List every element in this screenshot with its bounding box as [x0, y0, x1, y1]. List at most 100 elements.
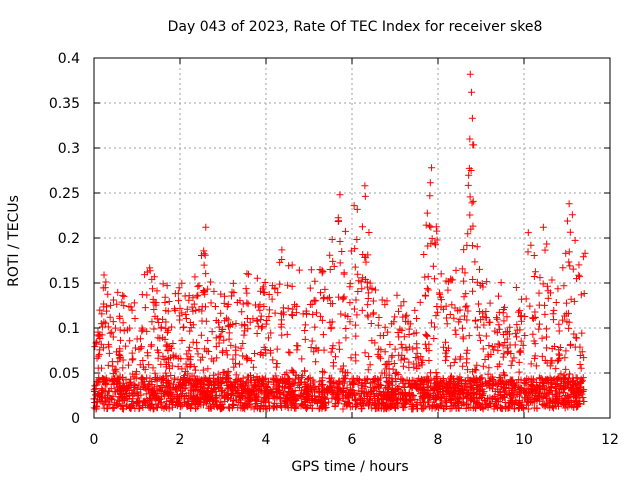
data-point — [563, 217, 571, 225]
data-point — [311, 323, 319, 331]
data-point — [114, 358, 122, 366]
data-point — [377, 354, 385, 362]
data-point — [194, 393, 202, 401]
data-point — [485, 364, 493, 372]
data-point — [456, 373, 464, 381]
data-point — [486, 299, 494, 307]
data-point — [364, 251, 372, 259]
data-point — [294, 374, 302, 382]
data-point — [171, 307, 179, 315]
data-point — [215, 323, 223, 331]
data-point — [133, 392, 141, 400]
data-point — [577, 364, 585, 372]
data-point — [442, 338, 450, 346]
data-point — [285, 262, 293, 270]
data-point — [281, 402, 289, 410]
data-point — [305, 392, 313, 400]
data-point — [320, 346, 328, 354]
data-point — [467, 396, 475, 404]
data-point — [119, 291, 127, 299]
data-point — [329, 362, 337, 370]
data-point — [365, 228, 373, 236]
data-point — [471, 317, 479, 325]
data-point — [211, 385, 219, 393]
data-point — [217, 332, 225, 340]
data-point — [174, 363, 182, 371]
data-point — [403, 311, 411, 319]
data-point — [367, 320, 375, 328]
data-point — [560, 371, 568, 379]
data-point — [102, 278, 110, 286]
data-point — [307, 388, 315, 396]
data-point — [122, 376, 130, 384]
data-point — [397, 340, 405, 348]
data-point — [161, 299, 169, 307]
data-point — [417, 353, 425, 361]
data-point — [141, 304, 149, 312]
data-point — [566, 262, 574, 270]
data-point — [172, 398, 180, 406]
data-point — [579, 253, 587, 261]
data-point — [124, 361, 132, 369]
data-point — [274, 387, 282, 395]
data-point — [526, 302, 534, 310]
data-point — [100, 344, 108, 352]
data-point — [203, 400, 211, 408]
data-point — [119, 319, 127, 327]
data-point — [518, 295, 526, 303]
data-point — [224, 368, 232, 376]
data-point — [464, 366, 472, 374]
data-point — [346, 378, 354, 386]
data-point — [578, 329, 586, 337]
data-point — [509, 393, 517, 401]
data-point — [496, 341, 504, 349]
data-point — [423, 373, 431, 381]
data-point — [224, 300, 232, 308]
data-point — [487, 375, 495, 383]
data-point — [572, 397, 580, 405]
data-point — [176, 304, 184, 312]
data-point — [458, 265, 466, 273]
data-point — [451, 304, 459, 312]
data-point — [95, 332, 103, 340]
data-point — [409, 403, 417, 411]
data-point — [547, 380, 555, 388]
data-point — [243, 289, 251, 297]
data-point — [313, 309, 321, 317]
data-point — [393, 291, 401, 299]
data-point — [159, 280, 167, 288]
data-point — [493, 314, 501, 322]
data-point — [190, 300, 198, 308]
data-point — [176, 378, 184, 386]
data-point — [228, 288, 236, 296]
data-point — [555, 320, 563, 328]
data-point — [516, 384, 524, 392]
data-point — [469, 222, 477, 230]
data-point — [496, 395, 504, 403]
data-point — [399, 313, 407, 321]
data-point — [182, 384, 190, 392]
data-point — [542, 333, 550, 341]
data-point — [199, 366, 207, 374]
data-point — [318, 269, 326, 277]
data-point — [521, 380, 529, 388]
y-tick-label: 0.2 — [58, 231, 80, 247]
data-point — [353, 374, 361, 382]
data-point — [168, 362, 176, 370]
data-point — [270, 376, 278, 384]
data-point — [392, 375, 400, 383]
data-point — [348, 392, 356, 400]
data-point — [247, 403, 255, 411]
data-point — [222, 314, 230, 322]
data-point — [151, 312, 159, 320]
data-point — [137, 386, 145, 394]
data-point — [492, 401, 500, 409]
data-point — [548, 345, 556, 353]
data-point — [469, 141, 477, 149]
data-point — [288, 261, 296, 269]
data-point — [195, 282, 203, 290]
x-tick-label: 2 — [176, 432, 185, 448]
y-tick-label: 0.15 — [49, 276, 80, 292]
data-point — [301, 326, 309, 334]
data-point — [150, 390, 158, 398]
